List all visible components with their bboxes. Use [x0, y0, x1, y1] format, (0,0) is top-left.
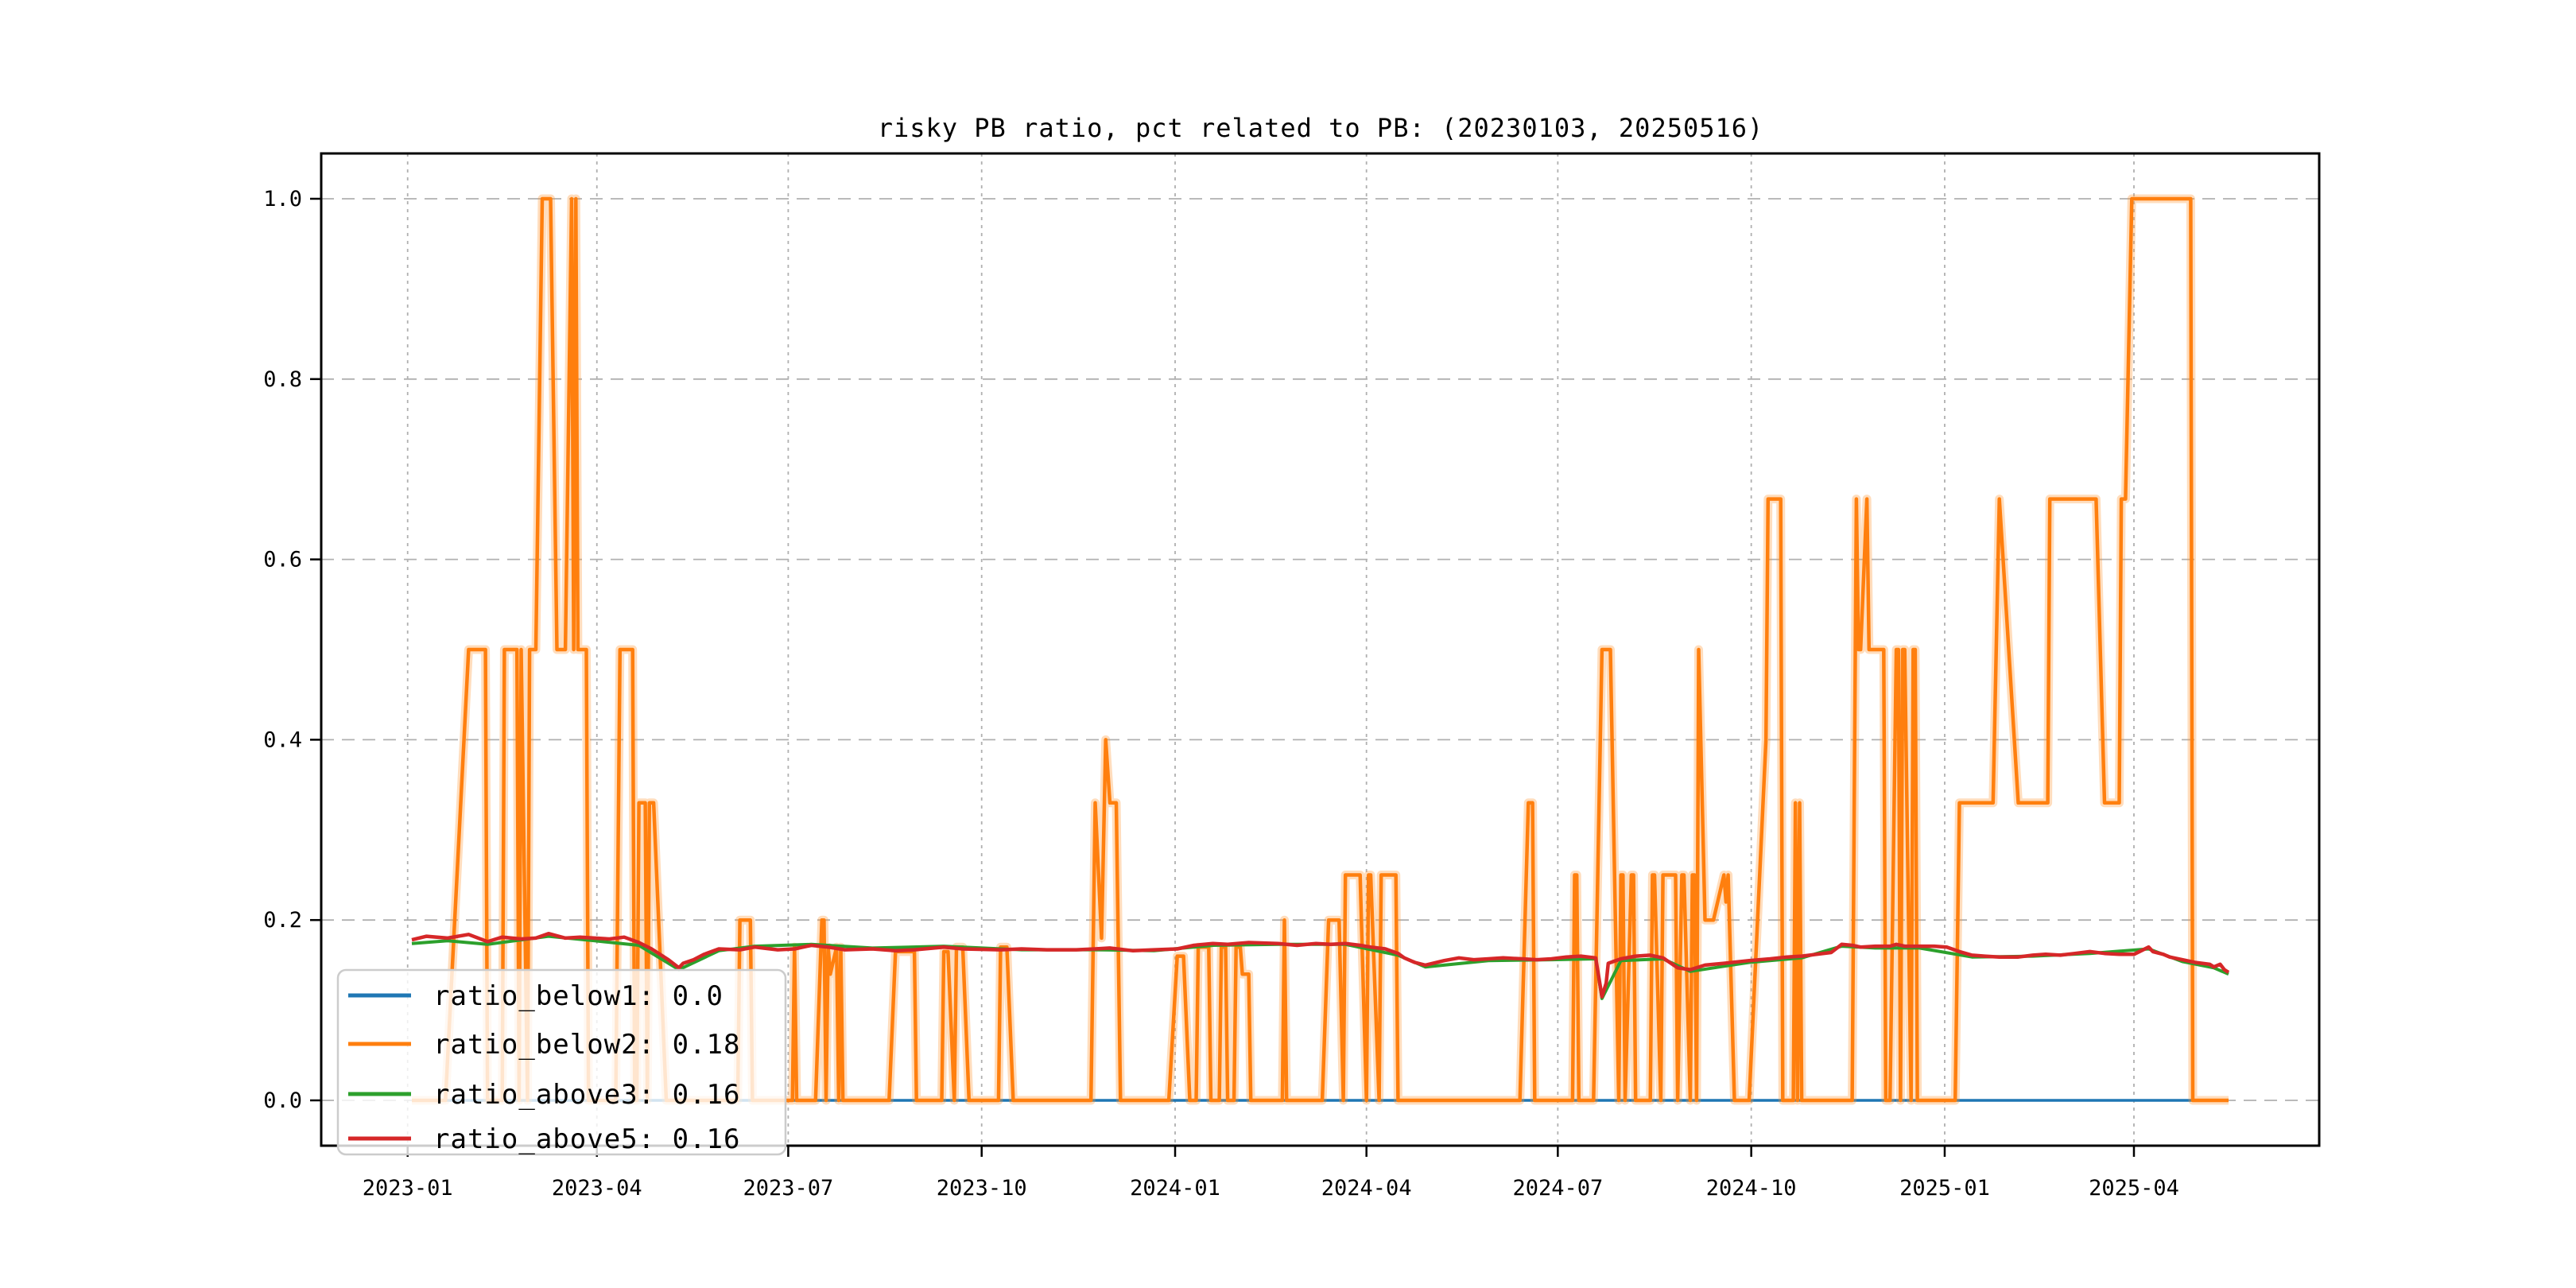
legend-label-ratio-above3: ratio_above3: 0.16 [433, 1079, 740, 1111]
x-tick-label: 2023-10 [937, 1176, 1027, 1201]
x-tick-label: 2025-01 [1899, 1176, 1990, 1201]
series-ratio_above3 [411, 934, 2229, 1000]
legend-label-ratio-below2: ratio_below2: 0.18 [433, 1029, 740, 1061]
x-tick-label: 2023-04 [552, 1176, 642, 1201]
y-tick-label: 0.0 [263, 1088, 302, 1113]
x-tick-label: 2023-07 [743, 1176, 833, 1201]
legend-label-ratio-below1: ratio_below1: 0.0 [433, 980, 724, 1012]
legend-frame [336, 968, 787, 1156]
y-tick-label: 0.2 [263, 908, 302, 933]
y-tick-label: 0.4 [263, 727, 302, 752]
x-tick-label: 2023-01 [363, 1176, 453, 1201]
series-ratio_above5 [411, 931, 2230, 999]
x-tick-label: 2024-07 [1512, 1176, 1603, 1201]
y-tick-label: 0.6 [263, 548, 302, 572]
x-tick-label: 2024-01 [1130, 1176, 1220, 1201]
chart-title: risky PB ratio, pct related to PB: (2023… [878, 113, 1764, 143]
x-tick-label: 2024-04 [1321, 1176, 1412, 1201]
x-tick-label: 2024-10 [1706, 1176, 1797, 1201]
axis-ticks: 0.0 0.2 0.4 0.6 0.8 1.0 2023-01 2023-04 2023-07 2… [263, 187, 2179, 1201]
x-tick-label: 2025-04 [2089, 1176, 2179, 1201]
plot-border [320, 152, 2321, 1147]
legend-label-ratio-above5: ratio_above5: 0.16 [433, 1123, 740, 1155]
series-ratio_below2 [412, 196, 2229, 1103]
y-tick-label: 1.0 [263, 187, 302, 211]
y-tick-label: 0.8 [263, 367, 302, 392]
legend-box: ratio_below1: 0.0 ratio_below2: 0.18 rat… [336, 968, 787, 1156]
plot-series [411, 194, 2230, 1105]
